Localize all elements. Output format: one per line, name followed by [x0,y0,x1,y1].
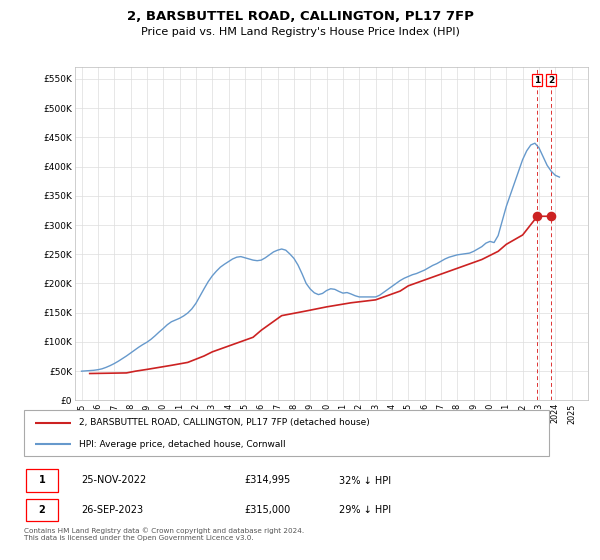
Text: 29% ↓ HPI: 29% ↓ HPI [339,505,391,515]
FancyBboxPatch shape [26,469,58,492]
Text: 2, BARSBUTTEL ROAD, CALLINGTON, PL17 7FP (detached house): 2, BARSBUTTEL ROAD, CALLINGTON, PL17 7FP… [79,418,370,427]
Text: 25-NOV-2022: 25-NOV-2022 [82,475,147,486]
Text: 32% ↓ HPI: 32% ↓ HPI [339,475,391,486]
Point [546,212,556,221]
Text: 1: 1 [38,475,45,486]
Text: Price paid vs. HM Land Registry's House Price Index (HPI): Price paid vs. HM Land Registry's House … [140,27,460,37]
Text: HPI: Average price, detached house, Cornwall: HPI: Average price, detached house, Corn… [79,440,286,449]
Text: £315,000: £315,000 [245,505,291,515]
Text: 2: 2 [38,505,45,515]
Text: Contains HM Land Registry data © Crown copyright and database right 2024.
This d: Contains HM Land Registry data © Crown c… [24,528,304,541]
Text: £314,995: £314,995 [245,475,291,486]
Point [533,212,542,221]
FancyBboxPatch shape [26,499,58,521]
Text: 2: 2 [548,76,554,85]
Text: 2, BARSBUTTEL ROAD, CALLINGTON, PL17 7FP: 2, BARSBUTTEL ROAD, CALLINGTON, PL17 7FP [127,10,473,23]
Text: 26-SEP-2023: 26-SEP-2023 [82,505,144,515]
Text: 1: 1 [534,76,541,85]
